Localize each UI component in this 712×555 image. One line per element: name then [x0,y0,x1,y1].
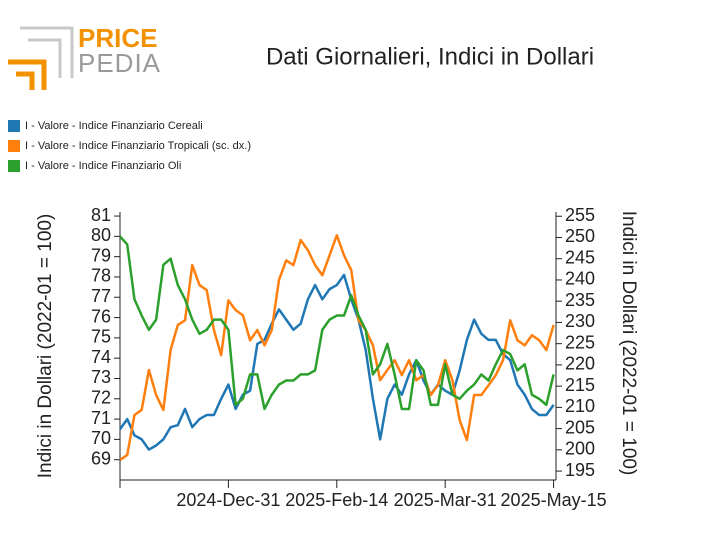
logo: PRICE PEDIA [8,23,161,90]
y2-tick-label: 230 [565,311,595,331]
y-tick-label: 77 [91,286,111,306]
y2-tick-label: 245 [565,247,595,267]
legend-swatch [8,120,20,132]
y-tick-label: 79 [91,245,111,265]
logo-mark [28,38,62,78]
y-tick-label: 70 [91,428,111,448]
y-tick-label: 73 [91,367,111,387]
y-tick-label: 72 [91,388,111,408]
y-tick-label: 74 [91,347,111,367]
y-tick-label: 81 [91,205,111,225]
y-tick-label: 76 [91,306,111,326]
legend-label: I - Valore - Indice Finanziario Cereali [25,120,203,132]
y2-tick-label: 220 [565,354,595,374]
y2-tick-label: 210 [565,396,595,416]
y2-tick-label: 235 [565,290,595,310]
x-tick-label: 2024-Dec-31 [176,490,280,510]
x-tick-label: 2025-May-15 [501,490,607,510]
y2-tick-label: 240 [565,269,595,289]
x-tick-label: 2025-Mar-31 [394,490,497,510]
series-line [119,234,555,462]
y-tick-label: 71 [91,408,111,428]
legend-swatch [8,140,20,152]
logo-text: PRICE [78,23,157,53]
logo-mark [16,71,35,90]
y-tick-label: 80 [91,225,111,245]
chart-title: Dati Giornalieri, Indici in Dollari [266,43,594,70]
x-tick-label: 2025-Feb-14 [285,490,388,510]
series-line [118,273,555,451]
y-tick-label: 75 [91,327,111,347]
y2-axis-label: Indici in Dollari (2022-01 = 100) [618,211,639,476]
y2-tick-label: 200 [565,439,595,459]
logo-mark [8,59,47,90]
y2-tick-label: 195 [565,460,595,480]
logo-text: PEDIA [78,48,161,78]
y2-tick-label: 205 [565,417,595,437]
y2-tick-label: 255 [565,205,595,225]
y2-tick-label: 225 [565,332,595,352]
y2-tick-label: 215 [565,375,595,395]
legend-swatch [8,160,20,172]
legend-label: I - Valore - Indice Finanziario Oli [25,160,181,172]
y-tick-label: 69 [91,448,111,468]
y-tick-label: 78 [91,266,111,286]
legend-label: I - Valore - Indice Finanziario Tropical… [25,140,251,152]
y-axis-label: Indici in Dollari (2022-01 = 100) [35,214,56,479]
y2-tick-label: 250 [565,226,595,246]
logo-mark [20,26,74,78]
series-line [119,235,555,411]
